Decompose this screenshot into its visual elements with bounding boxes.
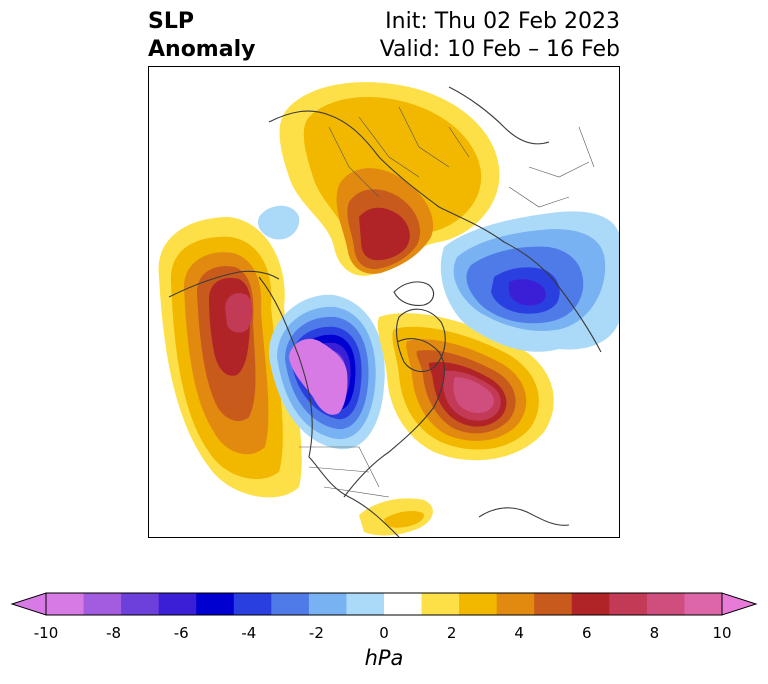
colorbar-cell	[308, 593, 347, 615]
valid-range: Valid: 10 Feb – 16 Feb	[379, 37, 620, 62]
colorbar-tick-label: 8	[649, 624, 660, 642]
colorbar-unit-label: hPa	[364, 646, 404, 670]
colorbar-tick-label: -2	[308, 624, 324, 642]
colorbar-tick-label: -8	[106, 624, 122, 642]
alaska-siberia-coast	[168, 270, 280, 298]
colorbar-cell	[571, 593, 610, 615]
colorbar-over-arrow	[721, 592, 758, 616]
colorbar-tick-label: 4	[514, 624, 524, 642]
colorbar-cell	[459, 593, 498, 615]
colorbar-cell	[421, 593, 460, 615]
mediterranean-coast	[478, 507, 570, 526]
colorbar-tick-label: 2	[446, 624, 457, 642]
colorbar-under-arrow	[10, 592, 47, 616]
europe-high-anomaly	[359, 498, 433, 536]
country-borders	[299, 106, 595, 498]
colorbar-cell	[684, 593, 723, 615]
colorbar-cell	[384, 593, 423, 615]
map-title: SLP Anomaly	[148, 8, 255, 64]
colorbar-outline	[45, 592, 723, 616]
map-panel	[148, 66, 620, 538]
colorbar-tick-label: 0	[379, 624, 389, 642]
colorbar	[10, 592, 758, 616]
init-date: Init: Thu 02 Feb 2023	[385, 9, 620, 34]
pacific-low-anomaly	[257, 205, 300, 240]
atlantic-high-anomaly	[377, 313, 554, 461]
colorbar-cell	[196, 593, 235, 615]
colorbar-cell	[121, 593, 160, 615]
title-line-2: Anomaly	[148, 37, 256, 62]
greenland-coast	[395, 308, 446, 373]
canada-low-anomaly	[268, 294, 385, 450]
forecast-dates: Init: Thu 02 Feb 2023 Valid: 10 Feb – 16…	[380, 8, 620, 64]
eurasia-coast	[268, 86, 602, 353]
colorbar-tick-label: -10	[33, 624, 59, 642]
colorbar-cell	[46, 593, 85, 615]
colorbar-cell	[158, 593, 197, 615]
colorbar-cell	[83, 593, 122, 615]
scandinavia-high-anomaly	[279, 82, 500, 276]
colorbar-tick-label: -6	[173, 624, 189, 642]
colorbar-cell	[346, 593, 385, 615]
colorbar-cell	[534, 593, 573, 615]
colorbar-tick-label: 10	[712, 624, 732, 642]
colorbar-cell	[496, 593, 535, 615]
colorbar-cell	[271, 593, 310, 615]
colorbar-cell	[233, 593, 272, 615]
colorbar-cell	[609, 593, 648, 615]
colorbar-cell	[646, 593, 685, 615]
siberia-low-anomaly	[440, 211, 619, 352]
title-line-1: SLP	[148, 9, 194, 34]
coastlines	[168, 86, 602, 537]
arctic-islands	[393, 281, 435, 306]
north-america-coast	[258, 276, 445, 537]
colorbar-tick-label: -4	[241, 624, 257, 642]
colorbar-tick-label: 6	[582, 624, 592, 642]
anomaly-map	[158, 82, 619, 537]
